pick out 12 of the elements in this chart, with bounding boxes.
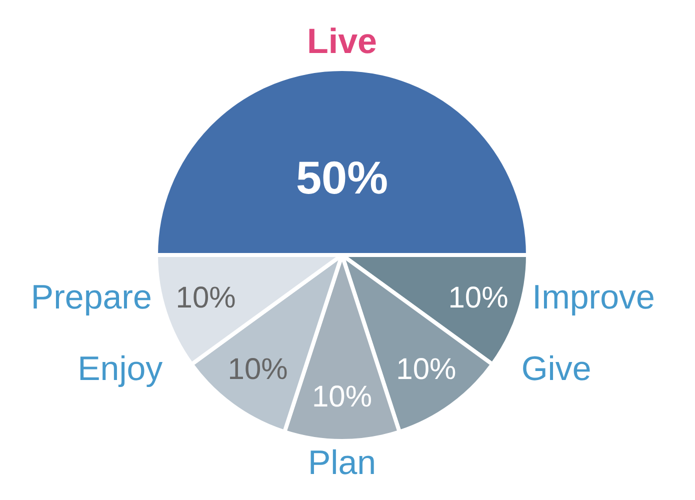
data-label: 10% bbox=[312, 380, 372, 414]
data-label: 50% bbox=[296, 151, 388, 204]
data-label: 10% bbox=[448, 282, 508, 315]
slice-label: Prepare bbox=[30, 278, 152, 317]
data-label: 10% bbox=[396, 353, 456, 386]
slice-label: Enjoy bbox=[78, 350, 163, 388]
data-label: 10% bbox=[228, 353, 288, 386]
data-label: 10% bbox=[176, 282, 236, 315]
slice-label: Live bbox=[306, 22, 378, 61]
slice-label: Improve bbox=[532, 278, 655, 317]
slice-label: Give bbox=[521, 350, 592, 388]
slice-label: Plan bbox=[308, 444, 376, 482]
